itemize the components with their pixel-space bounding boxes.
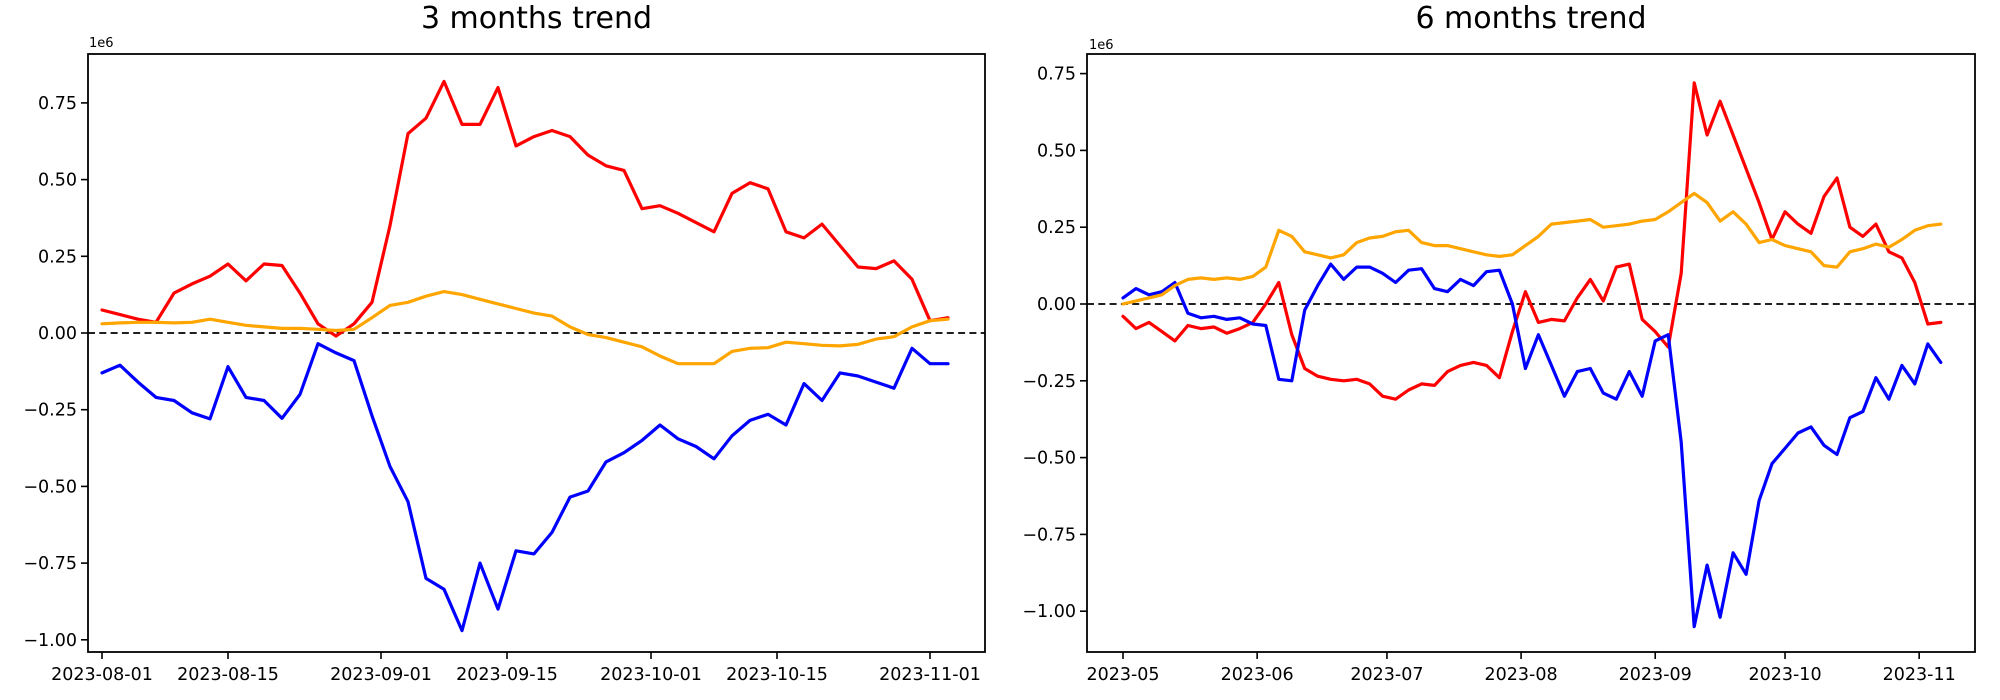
x-tick-label: 2023-08	[1485, 665, 1558, 685]
orange-line	[100, 290, 950, 366]
x-tick-label: 2023-08-15	[177, 665, 279, 685]
axes-spines	[87, 53, 986, 653]
y-tick-label: −0.50	[23, 477, 77, 497]
x-tick-label: 2023-05	[1086, 665, 1159, 685]
blue-line	[100, 342, 950, 633]
x-tick-label: 2023-08-01	[51, 665, 153, 685]
y-tick-label: 0.25	[1037, 218, 1076, 238]
x-tick-label: 2023-09	[1619, 665, 1692, 685]
y-tick-label: −1.00	[1022, 602, 1076, 622]
y-tick-label: 0.25	[38, 247, 77, 267]
x-tick-label: 2023-09-01	[330, 665, 432, 685]
x-tick-label: 2023-09-15	[456, 665, 558, 685]
y-tick-label: −0.75	[23, 554, 77, 574]
x-tick-label: 2023-06	[1221, 665, 1294, 685]
y-tick-label: −0.25	[1022, 372, 1076, 392]
x-tick-label: 2023-10-15	[726, 665, 828, 685]
y-tick-label: 0.75	[38, 94, 77, 114]
x-tick-label: 2023-07	[1350, 665, 1423, 685]
x-tick-label: 2023-10	[1748, 665, 1821, 685]
y-axis-offset-label-left: 1e6	[89, 36, 114, 51]
y-tick-label: −0.75	[1022, 525, 1076, 545]
y-tick-label: −1.00	[23, 631, 77, 651]
chart-title-6-months: 6 months trend	[1415, 1, 1647, 36]
y-tick-label: 0.00	[1037, 295, 1076, 315]
x-tick-label: 2023-11	[1883, 665, 1956, 685]
y-tick-label: 0.50	[1037, 141, 1076, 161]
chart-title-3-months: 3 months trend	[420, 1, 653, 36]
y-axis-offset-label-right: 1e6	[1089, 38, 1114, 53]
y-tick-label: 0.75	[1037, 65, 1076, 85]
axes-spines	[1086, 53, 1976, 653]
y-tick-label: 0.50	[38, 171, 77, 191]
red-line	[100, 79, 950, 338]
y-tick-label: −0.25	[23, 401, 77, 421]
blue-line	[1121, 262, 1943, 629]
x-tick-label: 2023-11-01	[879, 665, 981, 685]
y-tick-label: −0.50	[1022, 449, 1076, 469]
x-tick-label: 2023-10-01	[600, 665, 702, 685]
orange-line	[1121, 191, 1943, 306]
red-line	[1121, 81, 1943, 401]
y-tick-label: 0.00	[38, 324, 77, 344]
